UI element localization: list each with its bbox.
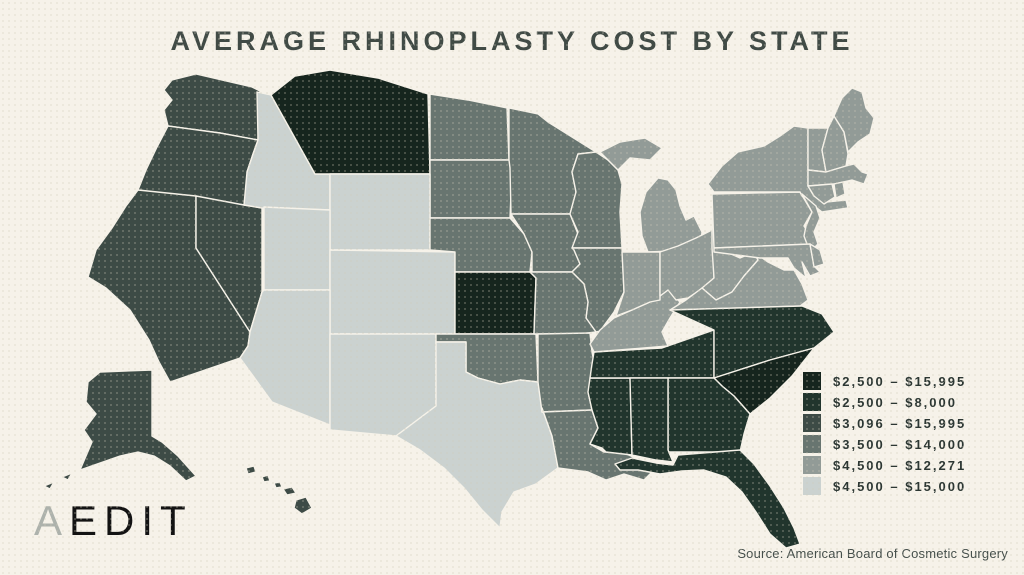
legend-row: $3,500 – $14,000 (803, 435, 966, 453)
states-group (43, 69, 875, 549)
state-kansas (454, 271, 537, 335)
logo-text-edit: EDIT (69, 497, 193, 544)
legend: $2,500 – $15,995 $2,500 – $8,000 $3,096 … (803, 372, 966, 495)
state-hawaii (245, 465, 313, 515)
state-georgia (667, 377, 751, 453)
legend-swatch-light (803, 456, 821, 474)
state-florida (614, 449, 801, 549)
legend-label: $3,500 – $14,000 (833, 436, 967, 452)
legend-swatch-dark (803, 393, 821, 411)
state-wyoming (329, 173, 431, 251)
state-south-dakota (429, 159, 513, 219)
legend-row: $4,500 – $12,271 (803, 456, 966, 474)
source-attribution: Source: American Board of Cosmetic Surge… (737, 546, 1008, 561)
state-delaware (809, 243, 825, 268)
legend-label: $4,500 – $12,271 (833, 457, 967, 473)
legend-swatch-medium (803, 435, 821, 453)
state-texas (395, 341, 559, 529)
state-alaska (43, 369, 197, 490)
legend-row: $2,500 – $8,000 (803, 393, 966, 411)
legend-label: $3,096 – $15,995 (833, 415, 967, 431)
legend-label: $2,500 – $8,000 (833, 394, 957, 410)
legend-swatch-medium-dark (803, 414, 821, 432)
state-alabama (629, 377, 674, 463)
state-connecticut (807, 183, 836, 205)
legend-row: $4,500 – $15,000 (803, 477, 966, 495)
state-utah (263, 206, 331, 291)
state-arkansas (537, 332, 597, 413)
legend-label: $2,500 – $15,995 (833, 373, 967, 389)
logo-letter-a: A (34, 497, 70, 544)
state-colorado (329, 249, 456, 335)
legend-label: $4,500 – $15,000 (833, 478, 967, 494)
aedit-logo: AEDIT (34, 500, 193, 542)
state-north-dakota (429, 93, 510, 161)
legend-swatch-lightest (803, 477, 821, 495)
legend-row: $2,500 – $15,995 (803, 372, 966, 390)
state-pennsylvania (711, 191, 817, 249)
legend-row: $3,096 – $15,995 (803, 414, 966, 432)
page-title: AVERAGE RHINOPLASTY COST BY STATE (170, 26, 854, 56)
state-mississippi (587, 377, 633, 456)
state-michigan (599, 137, 703, 253)
legend-swatch-darkest (803, 372, 821, 390)
state-maine (833, 87, 875, 153)
state-rhode-island (833, 181, 846, 199)
